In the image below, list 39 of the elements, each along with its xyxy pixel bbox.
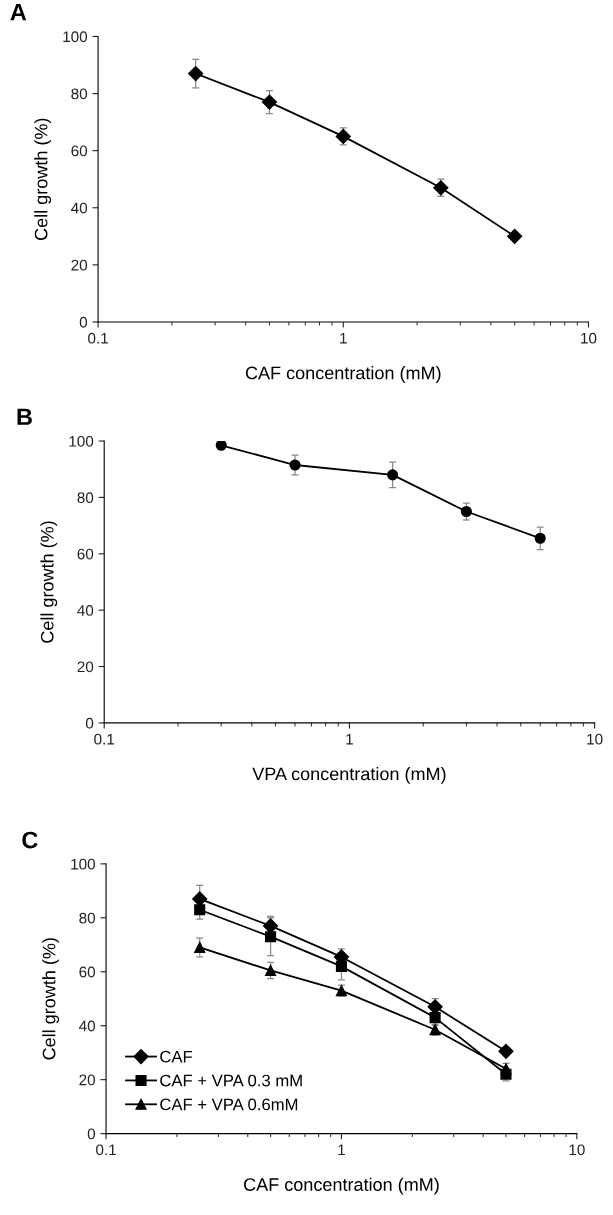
y-tick-label: 0 bbox=[85, 717, 94, 729]
y-axis-title: Cell growth (%) bbox=[34, 118, 52, 240]
x-axis-title: VPA concentration (mM) bbox=[252, 767, 446, 784]
y-tick-label: 60 bbox=[79, 966, 96, 978]
chart-title: A bbox=[10, 3, 27, 21]
y-tick-label: 100 bbox=[71, 858, 96, 870]
y-tick-label: 0 bbox=[79, 316, 88, 328]
chart-title: B bbox=[17, 408, 32, 425]
y-tick-label: 40 bbox=[77, 605, 94, 616]
y-axis-title: Cell growth (%) bbox=[40, 521, 58, 643]
y-tick-label: 80 bbox=[79, 912, 96, 924]
legend-label: CAF + VPA 0.6mM bbox=[160, 1098, 298, 1111]
x-tick-label: 10 bbox=[581, 332, 597, 344]
x-tick-label: 0.1 bbox=[88, 332, 108, 344]
y-tick-label: 40 bbox=[71, 202, 88, 214]
legend-label: CAF bbox=[160, 1050, 193, 1063]
y-tick-label: 20 bbox=[79, 1074, 96, 1086]
y-tick-label: 60 bbox=[71, 145, 88, 157]
x-tick-label: 10 bbox=[569, 1144, 585, 1156]
x-tick-label: 1 bbox=[346, 733, 353, 745]
x-tick-label: 0.1 bbox=[96, 1144, 116, 1156]
y-tick-label: 100 bbox=[69, 435, 94, 447]
x-tick-label: 10 bbox=[587, 733, 603, 745]
x-tick-label: 0.1 bbox=[94, 733, 115, 745]
x-tick-label: 1 bbox=[338, 1144, 345, 1156]
y-tick-label: 20 bbox=[77, 661, 94, 673]
x-tick-label: 1 bbox=[340, 332, 347, 344]
y-axis-title: Cell growth (%) bbox=[42, 938, 60, 1060]
x-axis-title: CAF concentration (mM) bbox=[245, 366, 441, 383]
y-tick-label: 40 bbox=[78, 1020, 96, 1032]
y-tick-label: 80 bbox=[77, 492, 94, 504]
y-tick-label: 0 bbox=[87, 1128, 96, 1140]
legend-label: CAF + VPA 0.3 mM bbox=[160, 1074, 302, 1087]
y-tick-label: 100 bbox=[63, 31, 88, 43]
y-tick-label: 60 bbox=[77, 548, 94, 560]
y-tick-label: 20 bbox=[71, 259, 88, 271]
y-tick-label: 80 bbox=[71, 88, 88, 100]
chart-title: C bbox=[22, 831, 38, 849]
x-axis-title: CAF concentration (mM) bbox=[244, 1177, 439, 1195]
